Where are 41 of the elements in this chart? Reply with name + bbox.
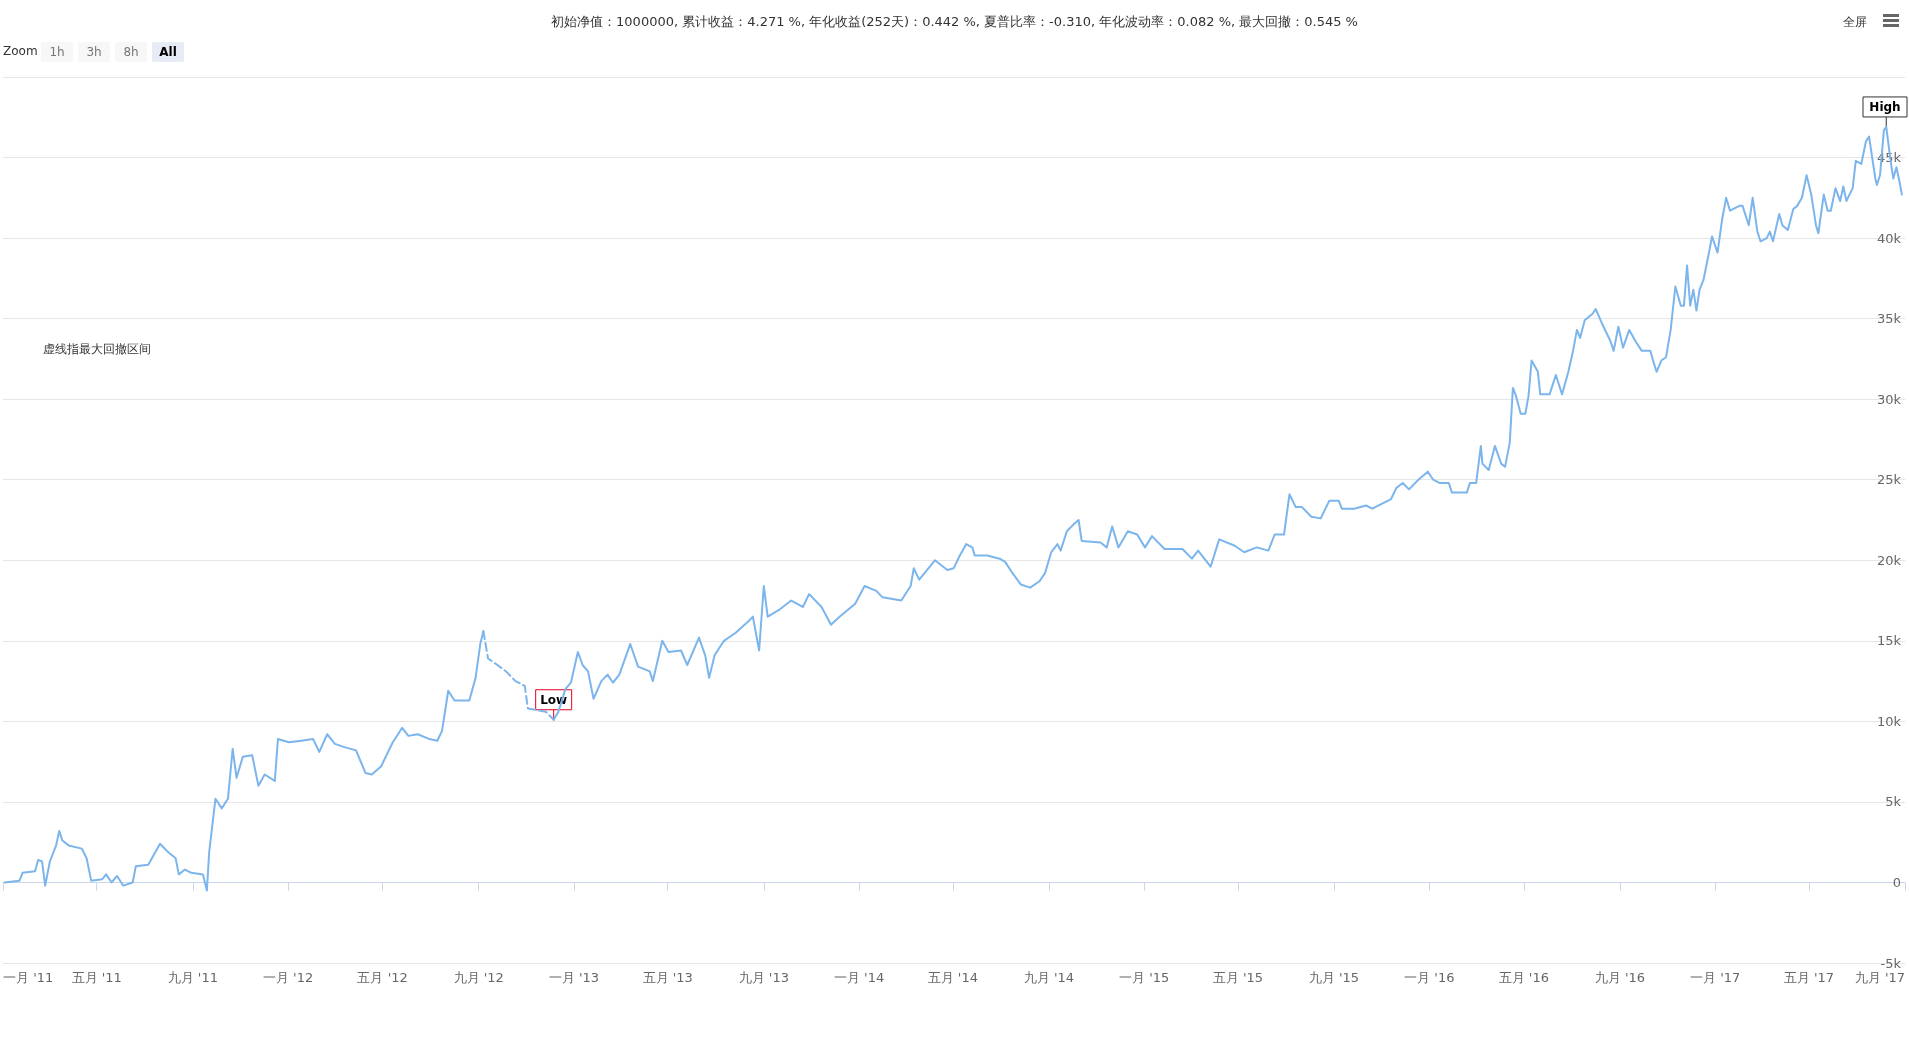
- x-tick-label: 一月 '15: [1119, 970, 1170, 985]
- y-tick-label: 5k: [1885, 794, 1902, 810]
- x-tick-label: 五月 '12: [357, 970, 408, 985]
- x-tick-label: 九月 '12: [453, 970, 504, 985]
- x-tick-label: 五月 '13: [642, 970, 693, 985]
- x-tick-label: 一月 '14: [833, 970, 885, 985]
- text: Zoom: [3, 44, 38, 58]
- text: 1h: [41, 42, 73, 62]
- annotation: High: [1869, 99, 1901, 114]
- x-tick-label: 五月 '17: [1783, 970, 1835, 985]
- annotation: 虚线指最大回撤区间: [43, 342, 151, 356]
- x-tick-label: 一月 '13: [548, 970, 600, 985]
- x-tick-label: 九月 '15: [1308, 970, 1360, 985]
- x-tick-label: 一月 '12: [262, 970, 314, 985]
- chart-title: 初始净值：1000000, 累计收益：4.271 %, 年化收益(252天)：0.442 %, 夏普比率：-0.310, 年化波动率：0.082 %, 最大回撤：0.545 %: [551, 14, 1358, 29]
- x-tick-label: 九月 '13: [738, 970, 789, 985]
- y-tick-label: 35k: [1876, 311, 1902, 327]
- y-tick-label: 20k: [1876, 552, 1902, 568]
- x-tick-label: 五月 '14: [927, 970, 978, 985]
- x-tick-label: 五月 '16: [1498, 970, 1549, 985]
- x-tick-label: 九月 '14: [1023, 970, 1075, 985]
- y-tick-label: 40k: [1876, 230, 1902, 246]
- text: 全屏: [1843, 14, 1867, 31]
- x-tick-label: 一月 '17: [1690, 970, 1741, 985]
- x-tick-label: 九月 '16: [1594, 970, 1646, 985]
- x-tick-label: 一月 '11: [3, 970, 54, 985]
- y-tick-label: 15k: [1876, 633, 1902, 649]
- y-tick-label: 30k: [1876, 391, 1902, 407]
- y-tick-label: 0: [1892, 874, 1901, 890]
- y-tick-label: 10k: [1876, 713, 1902, 729]
- y-tick-label: 25k: [1876, 472, 1902, 488]
- x-tick-label: 五月 '15: [1212, 970, 1264, 985]
- text: All: [152, 42, 184, 62]
- x-tick-label: 九月 '17: [1854, 970, 1905, 985]
- x-tick-label: 一月 '16: [1404, 970, 1455, 985]
- annotation: Low: [540, 692, 568, 707]
- x-tick-label: 五月 '11: [71, 970, 122, 985]
- text: 8h: [115, 42, 147, 62]
- y-tick-label: -5k: [1880, 955, 1902, 971]
- x-tick-label: 九月 '11: [167, 970, 218, 985]
- text: 3h: [78, 42, 110, 62]
